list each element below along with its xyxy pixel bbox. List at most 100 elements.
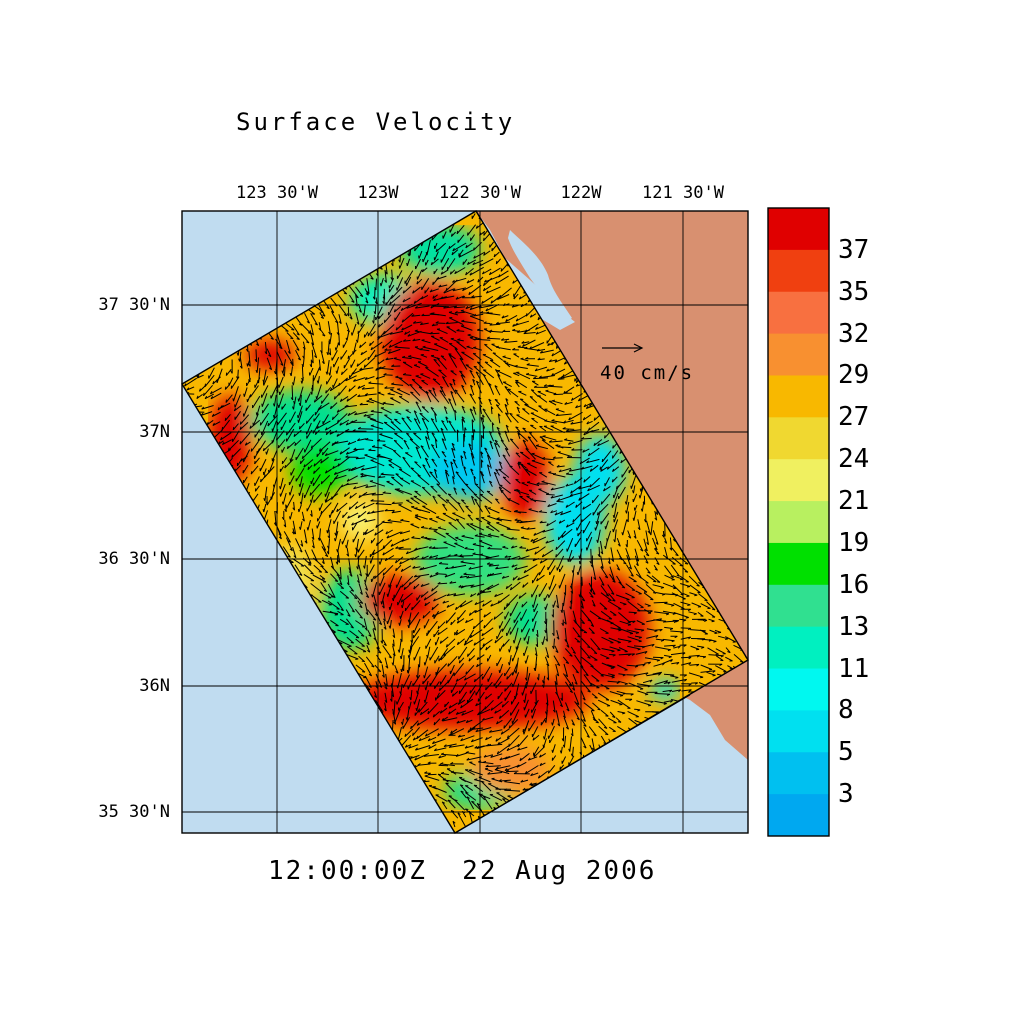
velocity-vector-head <box>500 439 505 442</box>
velocity-vector <box>546 367 555 372</box>
velocity-vector-head <box>285 330 289 332</box>
velocity-vector <box>370 459 385 467</box>
velocity-vector <box>348 285 359 299</box>
velocity-vector-head <box>292 406 295 410</box>
velocity-vector <box>604 432 610 439</box>
velocity-vector <box>497 294 510 300</box>
velocity-vector <box>298 504 302 513</box>
velocity-vector <box>305 404 311 412</box>
velocity-vector <box>516 371 531 380</box>
velocity-vector <box>331 502 339 514</box>
velocity-vector-head <box>371 492 375 496</box>
velocity-vector <box>487 515 503 522</box>
velocity-vector <box>605 520 609 530</box>
velocity-vector-head <box>324 470 328 474</box>
velocity-vector-head <box>415 514 419 516</box>
velocity-vector <box>277 528 282 540</box>
velocity-vector <box>339 419 350 426</box>
velocity-vector-head <box>347 412 351 416</box>
velocity-vector-head <box>384 386 388 389</box>
velocity-vector <box>489 267 501 276</box>
velocity-vector <box>592 503 601 516</box>
velocity-vector-head <box>298 483 301 488</box>
velocity-vector-head <box>292 382 294 386</box>
velocity-vector <box>377 359 385 365</box>
velocity-vector-head <box>284 464 287 469</box>
velocity-vector <box>186 386 195 391</box>
velocity-vector <box>357 395 368 397</box>
velocity-vector <box>551 420 566 424</box>
velocity-vector <box>334 474 347 480</box>
velocity-vector-head <box>445 321 449 325</box>
velocity-vector-head <box>453 305 457 309</box>
velocity-vector-head <box>298 492 300 496</box>
velocity-vector-head <box>431 312 435 315</box>
velocity-vector <box>388 340 403 348</box>
velocity-vector-head <box>360 467 364 471</box>
velocity-vector <box>527 462 537 469</box>
velocity-vector-head <box>263 498 266 502</box>
velocity-vector-head <box>484 505 488 508</box>
velocity-vector <box>204 393 215 400</box>
velocity-vector-head <box>243 393 245 397</box>
velocity-vector <box>377 440 386 442</box>
velocity-vector-head <box>421 339 425 341</box>
velocity-vector <box>330 402 338 410</box>
velocity-vector <box>465 242 473 249</box>
velocity-vector <box>332 412 339 421</box>
velocity-vector-head <box>402 299 406 303</box>
velocity-vector-head <box>542 435 546 437</box>
velocity-vector-head <box>542 456 546 460</box>
velocity-vector <box>480 472 485 484</box>
velocity-vector <box>446 326 457 334</box>
velocity-vector-head <box>239 426 242 430</box>
velocity-vector-head <box>177 430 180 431</box>
velocity-vector <box>286 441 296 450</box>
velocity-vector <box>526 364 539 367</box>
velocity-vector <box>292 332 300 340</box>
velocity-vector-head <box>587 427 591 431</box>
velocity-vector <box>334 530 339 542</box>
velocity-vector-head <box>438 284 442 288</box>
velocity-vector-head <box>496 404 500 407</box>
velocity-vector <box>513 285 522 297</box>
velocity-vector <box>301 323 312 334</box>
velocity-vector <box>364 519 376 523</box>
velocity-vector <box>290 449 296 462</box>
velocity-vector-head <box>554 359 558 363</box>
velocity-vector-head <box>175 373 177 376</box>
velocity-vector-head <box>525 372 530 375</box>
velocity-vector <box>554 357 565 363</box>
velocity-vector-head <box>417 474 421 477</box>
velocity-vector-head <box>310 391 313 395</box>
velocity-vector <box>558 519 566 524</box>
velocity-vector <box>329 332 333 345</box>
velocity-vector <box>452 277 467 283</box>
velocity-vector <box>460 325 473 331</box>
velocity-vector-head <box>217 407 220 411</box>
velocity-vector <box>402 356 412 360</box>
velocity-vector <box>324 484 331 497</box>
velocity-vector-head <box>672 539 676 542</box>
velocity-vector-head <box>381 520 385 523</box>
velocity-vector-head <box>343 314 348 317</box>
velocity-vector-head <box>512 323 515 327</box>
velocity-vector-head <box>477 328 481 331</box>
velocity-vector-head <box>415 446 419 450</box>
velocity-vector <box>436 328 448 335</box>
velocity-vector <box>523 332 536 335</box>
velocity-vector-head <box>431 237 434 241</box>
velocity-vector <box>472 379 476 386</box>
velocity-vector-head <box>483 321 487 324</box>
velocity-vector-head <box>496 517 500 520</box>
velocity-vector <box>537 348 546 352</box>
velocity-vector-head <box>438 369 442 372</box>
velocity-vector <box>421 486 432 496</box>
velocity-vector <box>469 266 484 276</box>
velocity-vector <box>346 330 350 341</box>
velocity-vector-head <box>504 403 508 407</box>
velocity-vector-head <box>299 549 303 553</box>
velocity-vector <box>355 286 364 297</box>
velocity-vector <box>455 518 466 530</box>
velocity-vector <box>471 419 474 433</box>
